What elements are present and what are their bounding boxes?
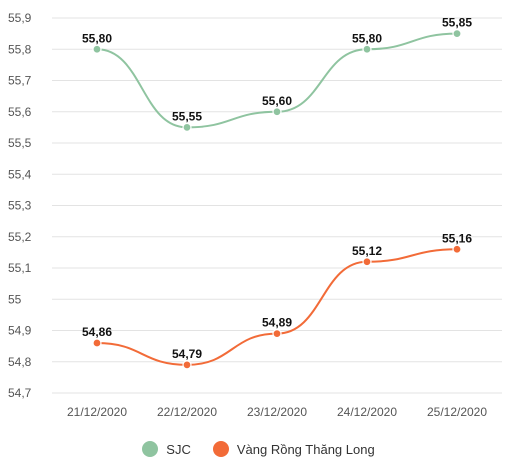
y-tick-label: 54,9: [8, 324, 32, 338]
y-tick-label: 55,3: [8, 199, 32, 213]
x-tick-label: 22/12/2020: [157, 405, 217, 419]
data-label: 54,86: [82, 325, 112, 339]
x-tick-label: 23/12/2020: [247, 405, 307, 419]
y-tick-label: 55,4: [8, 167, 32, 181]
data-point: [272, 329, 282, 339]
data-point: [272, 107, 282, 117]
data-label: 55,60: [262, 94, 292, 108]
data-point: [452, 29, 462, 39]
series-line: [96, 248, 458, 366]
y-tick-label: 55,6: [8, 105, 32, 119]
legend-swatch-vang-rong-thang-long: [212, 441, 229, 457]
data-label: 54,89: [262, 316, 292, 330]
data-label: 55,80: [352, 31, 382, 45]
data-point: [362, 257, 372, 267]
y-tick-label: 55,7: [8, 74, 32, 88]
y-tick-label: 55,2: [8, 230, 32, 244]
data-point: [182, 360, 192, 370]
legend-item-vang-rong-thang-long[interactable]: Vàng Rồng Thăng Long: [212, 441, 375, 457]
y-tick-label: 55,5: [8, 136, 32, 150]
data-label: 54,79: [172, 347, 202, 361]
data-label: 55,12: [352, 244, 382, 258]
data-point: [92, 44, 102, 54]
legend-label-vang-rong-thang-long: Vàng Rồng Thăng Long: [236, 441, 375, 457]
x-tick-label: 25/12/2020: [427, 405, 487, 419]
data-point: [182, 122, 192, 132]
y-tick-label: 54,8: [8, 355, 32, 369]
legend-label-sjc: SJC: [166, 441, 191, 457]
legend: SJC Vàng Rồng Thăng Long: [0, 441, 517, 457]
x-tick-label: 24/12/2020: [337, 405, 397, 419]
data-point: [362, 44, 372, 54]
data-label: 55,16: [442, 231, 472, 245]
legend-item-sjc[interactable]: SJC: [142, 441, 191, 457]
legend-swatch-sjc: [142, 441, 159, 457]
y-tick-label: 54,7: [8, 386, 32, 400]
y-tick-label: 55,8: [8, 42, 32, 56]
data-label: 55,80: [82, 31, 112, 45]
data-label: 55,85: [442, 16, 472, 30]
y-tick-label: 55,9: [8, 11, 32, 25]
y-tick-label: 55: [8, 292, 22, 306]
data-point: [92, 338, 102, 348]
data-label: 55,55: [172, 109, 202, 123]
data-point: [452, 244, 462, 254]
y-tick-label: 55,1: [8, 261, 32, 275]
x-tick-label: 21/12/2020: [67, 405, 127, 419]
